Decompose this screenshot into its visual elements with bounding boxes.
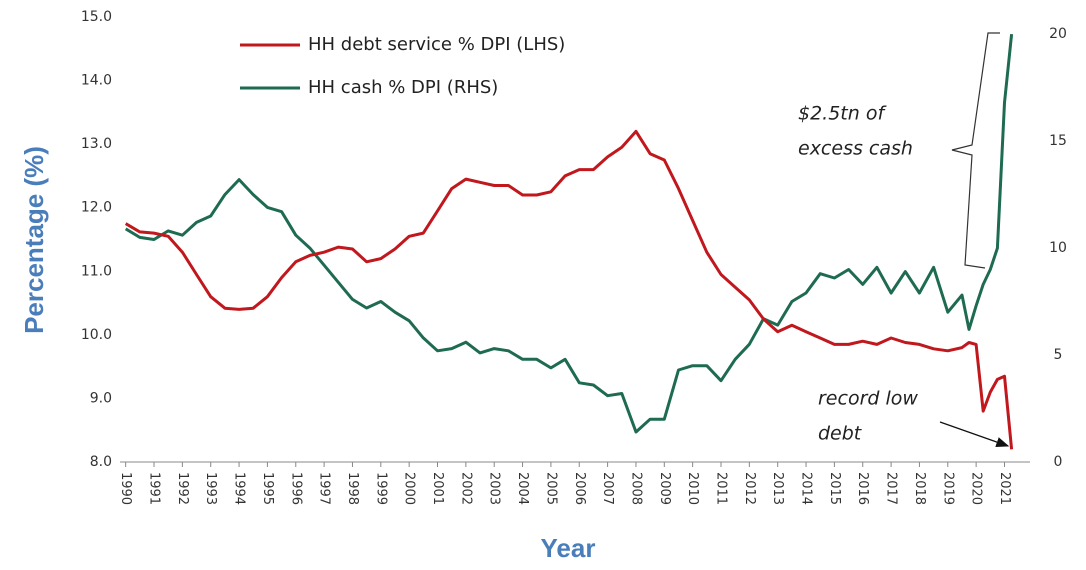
annotation: record low: [818, 388, 918, 410]
x-tick-label: 2017: [884, 472, 899, 505]
y-tick-label: 9.0: [90, 390, 112, 406]
x-tick-label: 1991: [147, 472, 162, 505]
x-tick-label: 2004: [515, 472, 530, 505]
annotation: excess cash: [798, 138, 913, 160]
x-tick-label: 2012: [742, 472, 757, 505]
annotation: $2.5tn of: [798, 103, 887, 125]
y-tick-label: 11.0: [81, 263, 112, 279]
x-tick-label: 1994: [232, 472, 247, 505]
x-tick-label: 1995: [260, 472, 275, 505]
x-tick-label: 1992: [175, 472, 190, 505]
x-tick-label: 2010: [685, 472, 700, 505]
x-tick-label: 2014: [799, 472, 814, 505]
x-tick-label: 2008: [628, 472, 643, 505]
x-axis-title: Year: [541, 533, 596, 563]
y-tick-label: 15.0: [81, 9, 112, 25]
x-tick-label: 2018: [912, 472, 927, 505]
arrow: [939, 421, 1010, 448]
x-tick-label: 2000: [402, 472, 417, 505]
x-tick-label: 1998: [345, 472, 360, 505]
x-tick-label: 2013: [770, 472, 785, 505]
y-tick-label: 13.0: [81, 136, 112, 152]
y2-tick-label: 5: [1054, 347, 1063, 363]
x-tick-label: 2011: [713, 472, 728, 505]
y-tick-label: 10.0: [81, 327, 112, 343]
legend-label: HH cash % DPI (RHS): [308, 77, 498, 98]
x-tick-label: 2006: [572, 472, 587, 505]
y2-tick-label: 10: [1049, 240, 1067, 256]
x-tick-label: 1999: [373, 472, 388, 505]
data-line: [124, 129, 1014, 450]
x-tick-label: 2016: [855, 472, 870, 505]
x-tick-label: 1997: [317, 472, 332, 505]
x-tick-label: 2019: [940, 472, 955, 505]
x-tick-label: 1990: [118, 472, 133, 505]
x-tick-label: 2009: [657, 472, 672, 505]
y2-tick-label: 20: [1049, 26, 1067, 42]
x-tick-label: 2021: [997, 472, 1012, 505]
legend-label: HH debt service % DPI (LHS): [308, 34, 565, 55]
data-line: [124, 33, 1014, 434]
x-tick-label: 1993: [203, 472, 218, 505]
y-tick-label: 8.0: [90, 454, 112, 470]
x-tick-label: 2003: [487, 472, 502, 505]
annotation: debt: [818, 423, 863, 445]
x-tick-label: 1996: [288, 472, 303, 505]
x-tick-label: 2007: [600, 472, 615, 505]
x-tick-label: 2002: [458, 472, 473, 505]
x-tick-label: 2015: [827, 472, 842, 505]
y-axis-title: Percentage (%): [19, 146, 49, 334]
y2-tick-label: 0: [1054, 454, 1063, 470]
x-tick-label: 2001: [430, 472, 445, 505]
y2-tick-label: 15: [1049, 133, 1067, 149]
y-tick-label: 12.0: [81, 200, 112, 216]
x-tick-label: 2005: [543, 472, 558, 505]
y-tick-label: 14.0: [81, 73, 112, 89]
x-tick-label: 2020: [969, 472, 984, 505]
brace: [951, 32, 1000, 269]
